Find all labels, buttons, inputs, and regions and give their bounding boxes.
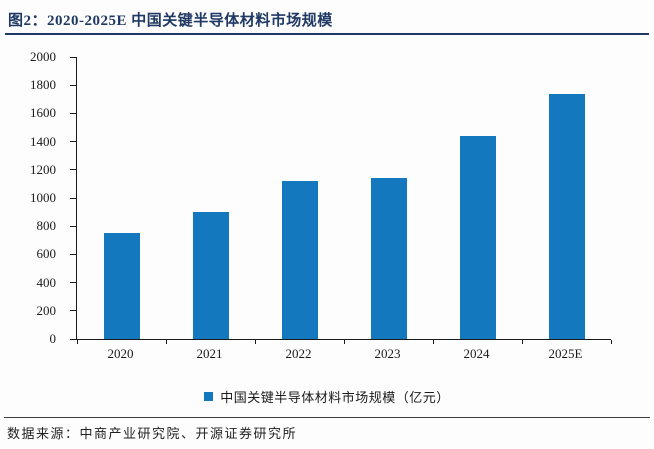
x-axis-tick-label: 2020 [107,346,134,361]
x-axis-tick-mark [343,340,345,344]
y-axis-tick-mark [70,141,76,143]
y-axis-tick-mark [70,84,76,86]
y-axis-tick-mark [70,282,76,284]
bar-2025E [548,93,585,339]
y-axis-tick-label: 1000 [30,190,56,205]
y-axis-tick-mark [70,338,76,340]
legend-color-swatch [204,392,214,401]
bar-2022 [281,181,318,339]
x-axis-tick-mark [610,340,612,344]
y-axis-tick-label: 800 [36,218,57,234]
y-axis-tick-label: 1400 [30,133,56,149]
x-axis-tick-mark [165,340,167,344]
y-axis-tick-mark [70,169,76,171]
bar-2021 [192,212,229,339]
y-axis-tick-label: 1200 [30,161,56,177]
title-underline [5,33,649,35]
x-axis-tick-label: 2025E [548,346,583,361]
y-axis-tick-mark [70,225,76,227]
chart-legend: 中国关键半导体材料市场规模（亿元） [0,387,654,406]
y-axis-tick-mark [70,197,76,199]
x-axis-tick-mark [76,340,78,344]
bar-2020 [103,233,140,339]
bar-2023 [370,178,407,339]
data-source: 数据来源：中商产业研究院、开源证券研究所 [7,426,298,441]
figure-title: 图2：2020-2025E 中国关键半导体材料市场规模 [8,13,333,29]
y-axis-tick-mark [70,310,76,312]
x-axis-tick-mark [254,340,256,344]
y-axis-tick-label: 600 [36,246,57,262]
x-axis-tick-label: 2024 [463,346,490,361]
x-axis: 2020 2021 2022 2023 2024 2025E [76,346,610,364]
y-axis-tick-label: 200 [36,302,57,318]
y-axis-tick-mark [70,56,76,58]
y-axis-tick-label: 2000 [30,49,56,64]
y-axis-tick-mark [70,112,76,114]
x-axis-tick-mark [521,340,523,344]
bar-2024 [459,135,496,339]
footer-divider [4,417,650,418]
y-axis-tick-label: 1600 [30,105,56,121]
y-axis-tick-mark [70,253,76,255]
x-axis-tick-mark [432,340,434,344]
y-axis-tick-label: 0 [49,331,57,346]
legend-label: 中国关键半导体材料市场规模（亿元） [220,390,450,405]
y-axis-tick-label: 1800 [30,77,56,93]
x-axis-tick-label: 2023 [374,346,401,361]
x-axis-tick-label: 2021 [196,346,223,361]
plot-area [70,56,612,344]
x-axis-tick-label: 2022 [285,346,312,361]
y-axis: 0 200 400 600 800 1000 1200 1400 1600 1800 2000 [0,49,66,346]
y-axis-tick-label: 400 [36,274,57,290]
